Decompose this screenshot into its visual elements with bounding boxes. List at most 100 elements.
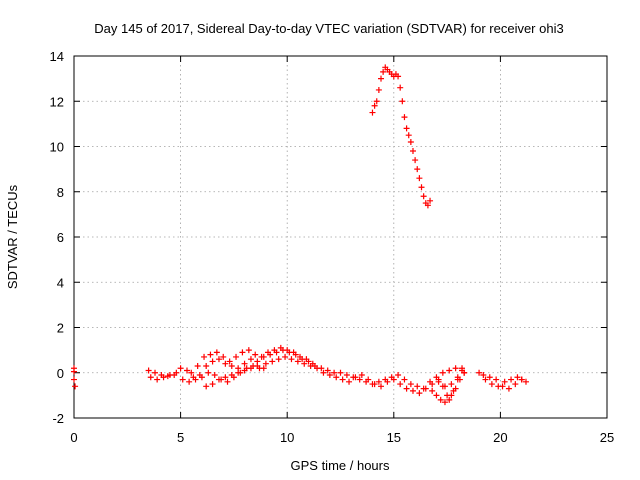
data-point (258, 353, 265, 360)
data-point (459, 365, 466, 372)
data-point (409, 148, 416, 155)
data-point (373, 98, 380, 105)
data-point (333, 374, 340, 381)
y-tick-label: 0 (57, 366, 64, 381)
data-point (205, 369, 212, 376)
data-point (397, 84, 404, 91)
data-point (427, 197, 434, 204)
data-point (71, 376, 77, 383)
data-point (222, 360, 229, 367)
data-point (493, 376, 500, 383)
x-tick-label: 20 (493, 430, 507, 445)
data-point (476, 369, 483, 376)
data-point (429, 387, 436, 394)
y-tick-label: 6 (57, 230, 64, 245)
data-point (435, 376, 442, 383)
data-point (499, 383, 506, 390)
data-point (439, 383, 446, 390)
data-point (309, 360, 316, 367)
data-point (414, 383, 421, 390)
data-point (145, 367, 152, 374)
data-point (401, 376, 408, 383)
data-point (194, 362, 201, 369)
data-point (254, 362, 261, 369)
data-point (437, 396, 444, 403)
y-axis-label: SDTVAR / TECUs (5, 184, 20, 289)
data-point (403, 385, 410, 392)
data-point (444, 392, 451, 399)
series-track-a (145, 347, 466, 392)
data-point (247, 365, 254, 372)
data-point (282, 353, 289, 360)
data-point (356, 376, 363, 383)
data-point (337, 369, 344, 376)
y-tick-label: 12 (50, 94, 64, 109)
data-point (177, 365, 184, 372)
data-point (420, 193, 427, 200)
data-point (378, 75, 385, 82)
data-point (488, 381, 495, 388)
data-point (222, 374, 229, 381)
data-point (147, 374, 154, 381)
data-point (241, 367, 248, 374)
data-point (331, 369, 338, 376)
data-point (409, 387, 416, 394)
series-early-points (71, 365, 79, 390)
data-point (461, 369, 468, 376)
chart-title: Day 145 of 2017, Sidereal Day-to-day VTE… (94, 21, 563, 36)
data-point (211, 372, 218, 379)
x-tick-label: 5 (177, 430, 184, 445)
data-point (407, 381, 414, 388)
data-point (228, 362, 235, 369)
data-point (220, 353, 227, 360)
data-point (422, 385, 429, 392)
data-point (407, 138, 414, 145)
data-point (501, 378, 508, 385)
data-point (378, 383, 385, 390)
data-point (324, 367, 331, 374)
data-point (375, 378, 382, 385)
data-point (269, 358, 276, 365)
grid-lines (74, 56, 607, 418)
data-point (512, 381, 519, 388)
data-point (271, 347, 278, 354)
data-point (399, 98, 406, 105)
data-point (339, 376, 346, 383)
data-point (346, 378, 353, 385)
x-axis-label: GPS time / hours (291, 458, 390, 473)
data-point (262, 360, 269, 367)
data-point (452, 385, 459, 392)
y-tick-label: -2 (52, 411, 64, 426)
data-point (228, 372, 235, 379)
data-point (179, 376, 186, 383)
data-point (403, 125, 410, 132)
data-point (207, 351, 214, 358)
x-tick-label: 15 (387, 430, 401, 445)
series-track-e (429, 365, 468, 406)
data-point (215, 376, 222, 383)
data-point (296, 353, 303, 360)
data-point (224, 378, 231, 385)
data-point (448, 381, 455, 388)
data-point (188, 369, 195, 376)
data-point (247, 356, 254, 363)
data-point (397, 381, 404, 388)
data-point (198, 374, 205, 381)
data-point (514, 374, 521, 381)
data-point (284, 347, 291, 354)
data-point (505, 385, 512, 392)
data-point (518, 376, 525, 383)
data-point (412, 157, 419, 164)
data-point (508, 376, 515, 383)
data-point (320, 369, 327, 376)
data-point (390, 376, 397, 383)
data-point (446, 396, 453, 403)
data-point (314, 365, 321, 372)
series-spike (369, 64, 434, 209)
data-point (294, 358, 301, 365)
data-point (173, 369, 180, 376)
y-tick-label: 14 (50, 49, 64, 64)
data-point (192, 376, 199, 383)
data-point (290, 349, 297, 356)
